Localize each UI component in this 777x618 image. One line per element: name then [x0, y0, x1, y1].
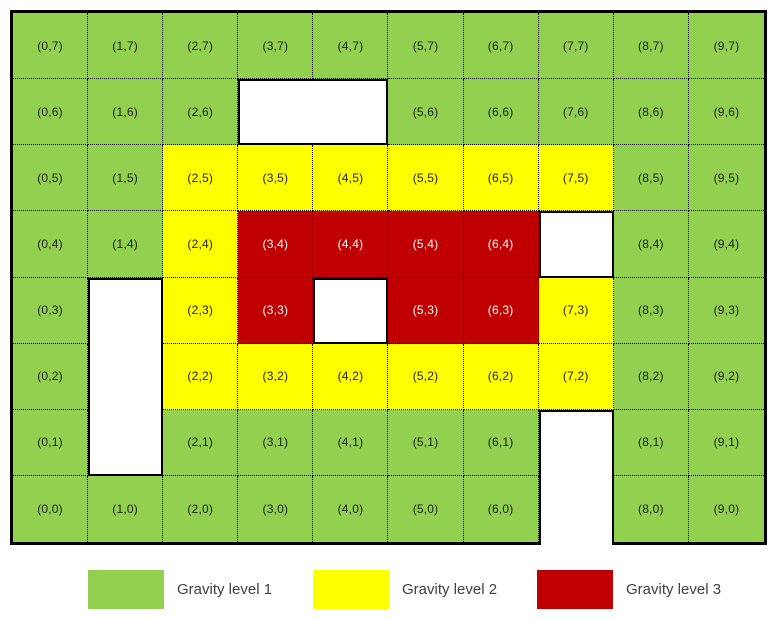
- grid-cell-4-1: (4,1): [313, 409, 389, 476]
- grid-cell-6-7: (6,7): [463, 13, 539, 80]
- grid-cell-6-4: (6,4): [463, 211, 539, 278]
- grid-cell-4-4: (4,4): [313, 211, 389, 278]
- grid-cell-0-4: (0,4): [13, 211, 89, 278]
- legend-label-gravity-3: Gravity level 3: [626, 581, 722, 598]
- grid-cell-5-2: (5,2): [388, 343, 464, 410]
- grid-cell-7-2: (7,2): [538, 343, 614, 410]
- grid-cell-1-5: (1,5): [88, 145, 164, 212]
- grid-cell-2-3: (2,3): [163, 277, 239, 344]
- grid-cell-3-4: (3,4): [238, 211, 314, 278]
- grid-cell-0-6: (0,6): [13, 79, 89, 146]
- grid-cell-8-6: (8,6): [613, 79, 689, 146]
- legend-swatch-yellow: [313, 570, 389, 609]
- grid-cell-0-7: (0,7): [13, 13, 89, 80]
- grid-cell-5-0: (5,0): [388, 475, 464, 542]
- grid-cell-3-7: (3,7): [238, 13, 314, 80]
- grid-cell-2-6: (2,6): [163, 79, 239, 146]
- grid-cell-3-5: (3,5): [238, 145, 314, 212]
- grid-cell-2-1: (2,1): [163, 409, 239, 476]
- grid-cell-7-3: (7,3): [538, 277, 614, 344]
- grid-cell-6-2: (6,2): [463, 343, 539, 410]
- grid-cell-3-2: (3,2): [238, 343, 314, 410]
- grid-cell-9-7: (9,7): [688, 13, 764, 80]
- grid-cell-0-0: (0,0): [13, 475, 89, 542]
- grid-cell-4-0: (4,0): [313, 475, 389, 542]
- grid-cell-2-7: (2,7): [163, 13, 239, 80]
- grid-cell-8-0: (8,0): [613, 475, 689, 542]
- grid-cell-2-5: (2,5): [163, 145, 239, 212]
- grid-cell-9-3: (9,3): [688, 277, 764, 344]
- obstacle-top: [238, 79, 389, 146]
- grid-cell-5-3: (5,3): [388, 277, 464, 344]
- grid-cell-1-6: (1,6): [88, 79, 164, 146]
- legend-item-gravity-3: Gravity level 3: [537, 570, 721, 609]
- grid-cell-3-0: (3,0): [238, 475, 314, 542]
- gravity-grid: (0,7) (1,7) (2,7) (3,7) (4,7) (5,7) (6,7) (7,7)…: [10, 10, 767, 545]
- grid-cell-7-5: (7,5): [538, 145, 614, 212]
- grid-cell-9-6: (9,6): [688, 79, 764, 146]
- grid-cell-3-3: (3,3): [238, 277, 314, 344]
- grid-cell-5-5: (5,5): [388, 145, 464, 212]
- grid-cell-4-2: (4,2): [313, 343, 389, 410]
- grid-cell-9-1: (9,1): [688, 409, 764, 476]
- obstacle-bottom: [538, 409, 614, 545]
- obstacle-center: [313, 277, 389, 344]
- grid-cell-1-4: (1,4): [88, 211, 164, 278]
- grid-cell-0-1: (0,1): [13, 409, 89, 476]
- grid-cell-9-0: (9,0): [688, 475, 764, 542]
- legend-label-gravity-1: Gravity level 1: [177, 581, 273, 598]
- grid-cell-7-7: (7,7): [538, 13, 614, 80]
- grid-cell-2-2: (2,2): [163, 343, 239, 410]
- grid-cell-9-2: (9,2): [688, 343, 764, 410]
- grid-cell-2-4: (2,4): [163, 211, 239, 278]
- grid-cell-8-5: (8,5): [613, 145, 689, 212]
- obstacle-right: [538, 211, 614, 278]
- grid-cell-9-4: (9,4): [688, 211, 764, 278]
- grid-cell-1-0: (1,0): [88, 475, 164, 542]
- grid-cell-4-5: (4,5): [313, 145, 389, 212]
- grid-cell-6-0: (6,0): [463, 475, 539, 542]
- grid-cell-3-1: (3,1): [238, 409, 314, 476]
- grid-cell-6-6: (6,6): [463, 79, 539, 146]
- grid-cell-6-3: (6,3): [463, 277, 539, 344]
- grid-cell-8-2: (8,2): [613, 343, 689, 410]
- grid-cell-0-5: (0,5): [13, 145, 89, 212]
- grid-cell-5-6: (5,6): [388, 79, 464, 146]
- grid-cell-2-0: (2,0): [163, 475, 239, 542]
- grid-cell-6-1: (6,1): [463, 409, 539, 476]
- grid-cell-4-7: (4,7): [313, 13, 389, 80]
- grid-cell-8-7: (8,7): [613, 13, 689, 80]
- grid-cell-9-5: (9,5): [688, 145, 764, 212]
- legend: Gravity level 1 Gravity level 2 Gravity …: [0, 570, 777, 609]
- grid-cells: (0,7) (1,7) (2,7) (3,7) (4,7) (5,7) (6,7) (7,7)…: [13, 13, 764, 545]
- obstacle-left: [88, 277, 164, 476]
- grid-cell-1-7: (1,7): [88, 13, 164, 80]
- legend-item-gravity-2: Gravity level 2: [313, 570, 497, 609]
- grid-cell-8-3: (8,3): [613, 277, 689, 344]
- grid-cell-0-2: (0,2): [13, 343, 89, 410]
- legend-label-gravity-2: Gravity level 2: [402, 581, 498, 598]
- legend-swatch-green: [88, 570, 164, 609]
- grid-cell-5-7: (5,7): [388, 13, 464, 80]
- legend-swatch-red: [537, 570, 613, 609]
- grid-cell-0-3: (0,3): [13, 277, 89, 344]
- grid-cell-5-1: (5,1): [388, 409, 464, 476]
- grid-cell-8-4: (8,4): [613, 211, 689, 278]
- legend-item-gravity-1: Gravity level 1: [88, 570, 272, 609]
- grid-cell-6-5: (6,5): [463, 145, 539, 212]
- grid-cell-5-4: (5,4): [388, 211, 464, 278]
- grid-cell-8-1: (8,1): [613, 409, 689, 476]
- grid-cell-7-6: (7,6): [538, 79, 614, 146]
